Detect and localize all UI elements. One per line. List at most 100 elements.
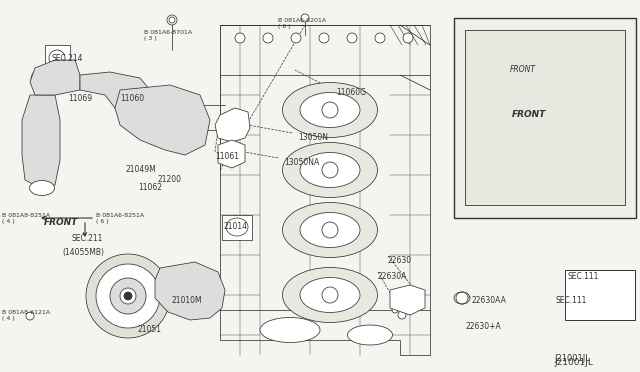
Text: 11060G: 11060G (336, 88, 366, 97)
Text: 11062: 11062 (138, 183, 162, 192)
Circle shape (169, 17, 175, 23)
Circle shape (403, 33, 413, 43)
Text: B 081A6-6201A
( 6 ): B 081A6-6201A ( 6 ) (278, 18, 326, 29)
Circle shape (96, 264, 160, 328)
Polygon shape (22, 95, 60, 188)
Ellipse shape (146, 103, 184, 138)
Ellipse shape (469, 133, 487, 147)
Text: 21049M: 21049M (126, 165, 157, 174)
Circle shape (235, 33, 245, 43)
Circle shape (49, 50, 65, 66)
Text: 21200: 21200 (158, 175, 182, 184)
Circle shape (471, 43, 485, 57)
Circle shape (86, 254, 170, 338)
Polygon shape (218, 140, 245, 168)
Text: 22630: 22630 (388, 256, 412, 265)
Circle shape (614, 46, 622, 54)
Circle shape (534, 46, 542, 54)
Circle shape (291, 33, 301, 43)
Circle shape (564, 46, 572, 54)
Ellipse shape (169, 271, 211, 309)
Text: SEC.111: SEC.111 (556, 296, 588, 305)
Circle shape (594, 46, 602, 54)
Text: 22630A: 22630A (378, 272, 408, 281)
Text: 11069: 11069 (68, 94, 92, 103)
Circle shape (110, 278, 146, 314)
Text: SEC.211: SEC.211 (72, 234, 104, 243)
Circle shape (319, 33, 329, 43)
Ellipse shape (138, 95, 193, 145)
Circle shape (120, 288, 136, 304)
Bar (222, 215, 252, 240)
Circle shape (474, 46, 482, 54)
Text: 22630AA: 22630AA (472, 296, 507, 305)
Polygon shape (465, 30, 625, 205)
Text: 21051: 21051 (138, 325, 162, 334)
Text: B 081A6-8701A
( 3 ): B 081A6-8701A ( 3 ) (144, 30, 192, 41)
Ellipse shape (300, 153, 360, 187)
Circle shape (602, 107, 618, 123)
Text: (14055MB): (14055MB) (62, 248, 104, 257)
Text: FRONT: FRONT (512, 110, 547, 119)
Circle shape (184, 284, 196, 296)
Circle shape (602, 142, 618, 158)
Circle shape (456, 292, 468, 304)
Ellipse shape (515, 100, 565, 140)
Text: FRONT: FRONT (510, 65, 536, 74)
Bar (454, 18, 636, 218)
Polygon shape (115, 85, 210, 155)
Ellipse shape (300, 93, 360, 128)
Ellipse shape (282, 202, 378, 257)
Circle shape (501, 43, 515, 57)
Ellipse shape (282, 267, 378, 323)
Polygon shape (30, 60, 80, 95)
Polygon shape (155, 262, 225, 320)
Circle shape (263, 33, 273, 43)
Ellipse shape (177, 278, 203, 302)
Circle shape (398, 311, 406, 319)
Text: J21001JL: J21001JL (554, 354, 590, 363)
Circle shape (531, 43, 545, 57)
Polygon shape (80, 72, 150, 115)
Text: B 081A6-8251A
( 6 ): B 081A6-8251A ( 6 ) (96, 213, 144, 224)
Circle shape (392, 307, 398, 313)
Circle shape (124, 292, 132, 300)
Text: 11061: 11061 (215, 152, 239, 161)
Ellipse shape (348, 325, 392, 345)
Circle shape (561, 43, 575, 57)
Circle shape (322, 287, 338, 303)
Text: SEC.214: SEC.214 (52, 54, 83, 63)
Ellipse shape (469, 168, 487, 182)
Text: SEC.111: SEC.111 (568, 272, 600, 281)
Circle shape (322, 162, 338, 178)
Circle shape (602, 72, 618, 88)
Ellipse shape (300, 212, 360, 247)
Text: 21010M: 21010M (172, 296, 203, 305)
Ellipse shape (525, 108, 555, 132)
Ellipse shape (282, 83, 378, 138)
Ellipse shape (31, 70, 45, 90)
Text: J21001JL: J21001JL (554, 358, 593, 367)
Bar (565, 270, 635, 320)
Bar (45, 45, 70, 65)
Text: FRONT: FRONT (44, 218, 78, 227)
Ellipse shape (154, 110, 176, 130)
Circle shape (322, 102, 338, 118)
Text: 11060: 11060 (120, 94, 144, 103)
Ellipse shape (282, 142, 378, 198)
Circle shape (301, 14, 309, 22)
Circle shape (611, 43, 625, 57)
Circle shape (504, 46, 512, 54)
Circle shape (322, 222, 338, 238)
Text: B 081A8-6121A
( 4 ): B 081A8-6121A ( 4 ) (2, 310, 50, 321)
Circle shape (375, 33, 385, 43)
Text: 13050N: 13050N (298, 133, 328, 142)
Polygon shape (215, 108, 250, 142)
Circle shape (347, 33, 357, 43)
Text: 13050NA: 13050NA (284, 158, 319, 167)
Circle shape (167, 15, 177, 25)
Text: 22630+A: 22630+A (466, 322, 502, 331)
Ellipse shape (260, 317, 320, 343)
Circle shape (160, 115, 170, 125)
Circle shape (401, 292, 413, 304)
